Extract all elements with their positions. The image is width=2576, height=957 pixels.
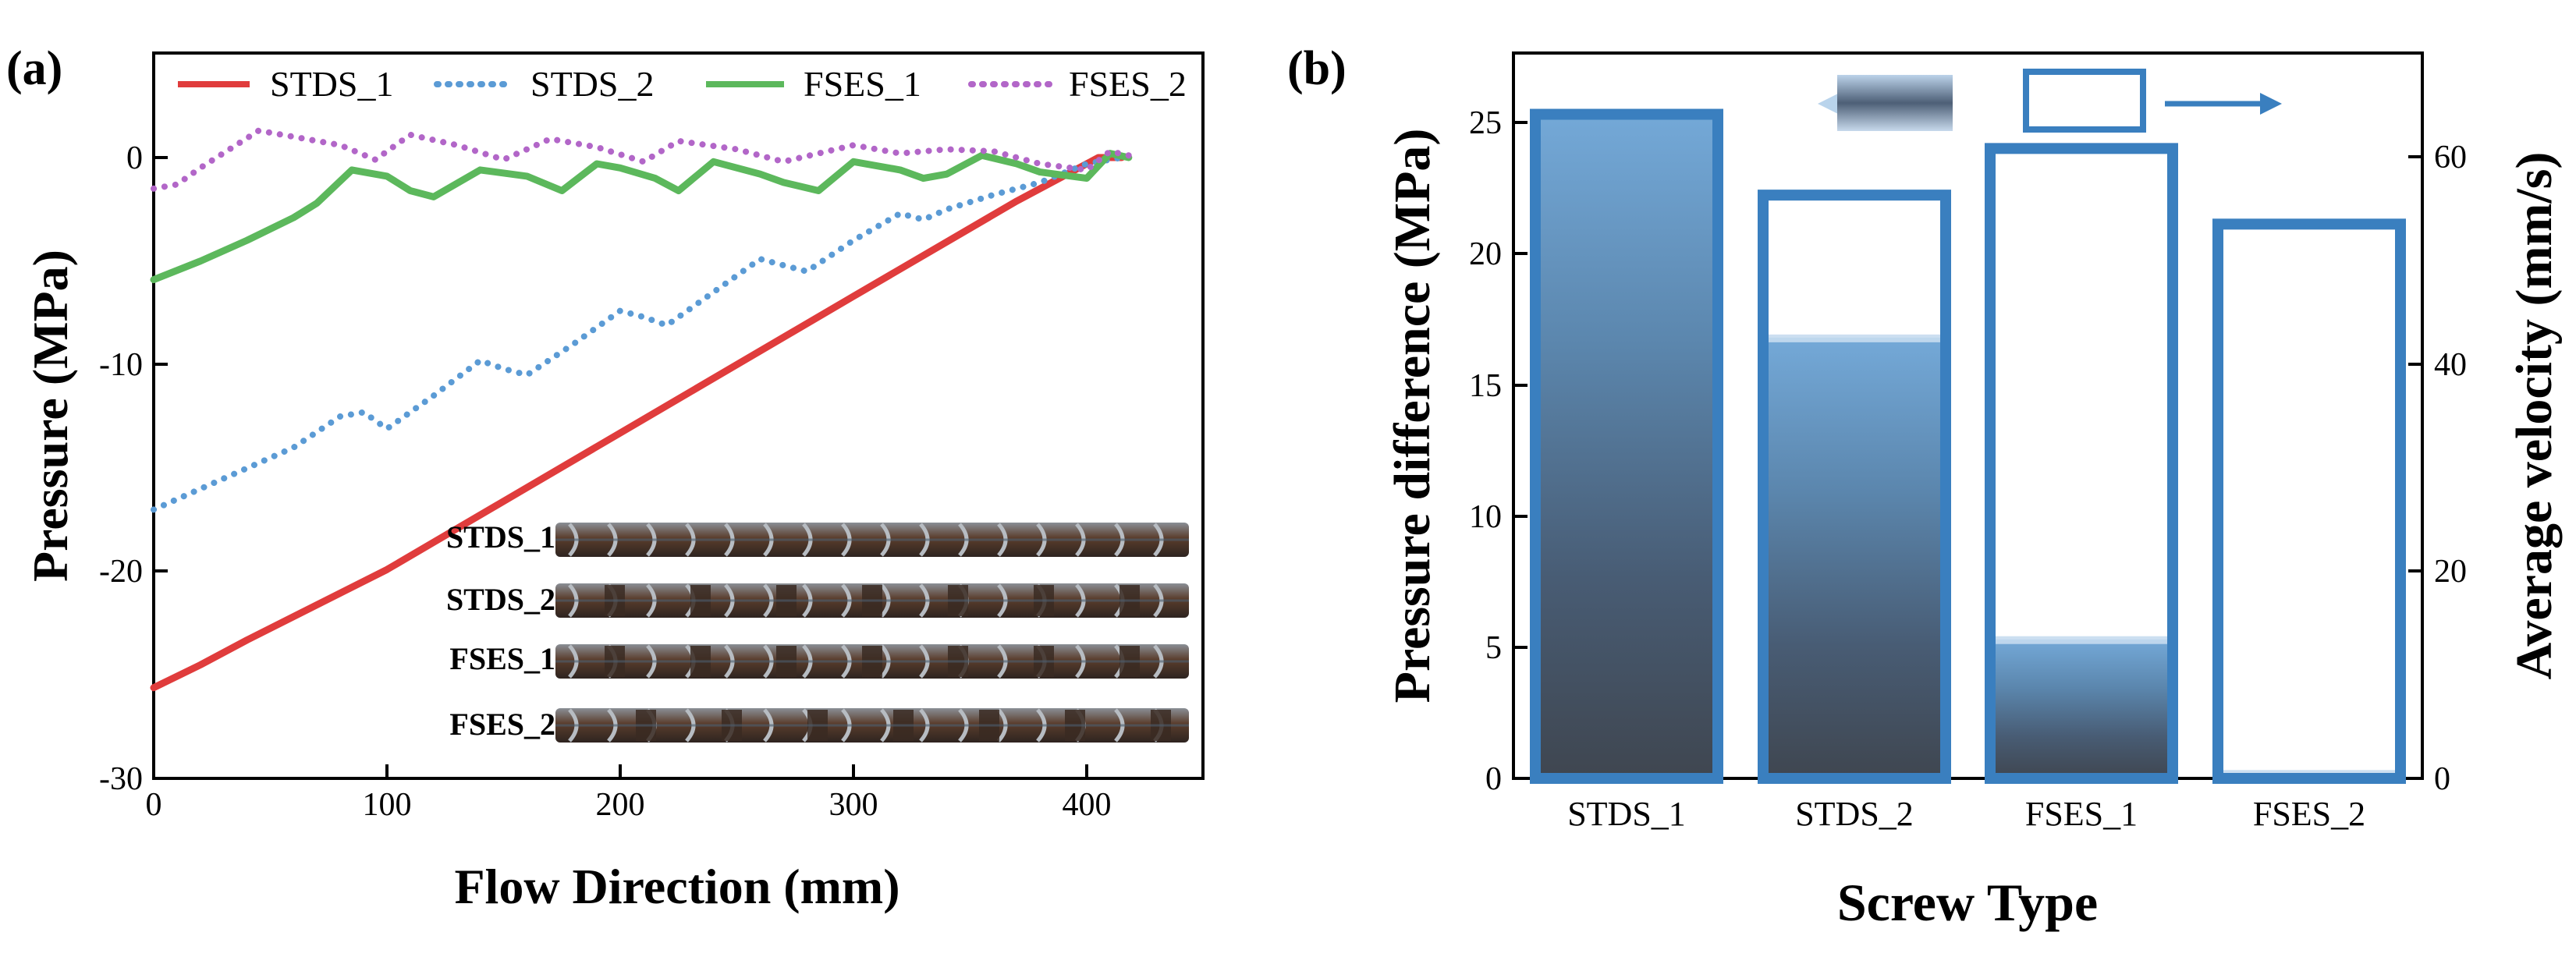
y-tick-label: 0 xyxy=(2434,761,2450,797)
screw-flight-pattern xyxy=(555,523,1189,743)
pressure-bar-cap-stds2 xyxy=(1769,334,1940,342)
velocity-bar-fses2 xyxy=(2212,218,2406,784)
y-tick-label: 10 xyxy=(1469,499,1502,535)
series-line-fses1 xyxy=(150,150,1133,284)
y-tick-label: 15 xyxy=(1469,368,1502,404)
pressure-bar-cap-fses1 xyxy=(1996,636,2167,644)
inset-label-fses2: FSES_2 xyxy=(449,707,555,742)
series-line-fses2 xyxy=(151,127,1132,192)
category-label: FSES_1 xyxy=(2025,795,2138,833)
inset-label-fses1: FSES_1 xyxy=(449,641,555,676)
inset-label-stds1: STDS_1 xyxy=(446,519,555,555)
legend-swatch-pressure xyxy=(1837,75,1953,131)
pressure-bar-stds2 xyxy=(1769,337,1940,778)
panel-b-category-labels: STDS_1 STDS_2 FSES_1 FSES_2 xyxy=(1567,795,2365,833)
y-tick-label: 40 xyxy=(2434,347,2467,383)
velocity-bar-stds1 xyxy=(1530,108,1723,784)
legend-swatch-velocity xyxy=(2023,69,2146,133)
x-tick-label: 400 xyxy=(1063,787,1112,823)
y-tick-label: 5 xyxy=(1485,630,1502,666)
y-tick-label: -20 xyxy=(99,554,143,590)
left-arrow-icon xyxy=(1818,94,1838,114)
category-label: FSES_2 xyxy=(2253,795,2365,833)
right-arrow-icon xyxy=(2260,93,2282,115)
x-tick-label: 0 xyxy=(146,787,162,823)
x-tick-label: 100 xyxy=(363,787,412,823)
y-tick-label: 0 xyxy=(126,140,143,176)
legend-label-stds1: STDS_1 xyxy=(270,64,393,104)
panel-a-y-axis-title: Pressure (MPa) xyxy=(23,250,78,582)
y-tick-label: 0 xyxy=(1485,761,1502,797)
y-tick-label: 60 xyxy=(2434,140,2467,175)
pressure-bar-fses1 xyxy=(1996,639,2167,778)
x-tick-label: 200 xyxy=(596,787,645,823)
x-tick-label: 300 xyxy=(829,787,878,823)
panel-a-x-ticks: 0 100 200 300 400 xyxy=(146,764,1112,823)
legend-label-fses2: FSES_2 xyxy=(1069,64,1187,104)
panel-a-x-axis-title: Flow Direction (mm) xyxy=(454,859,899,914)
pressure-bar-stds1 xyxy=(1541,112,1712,778)
panel-b-right-y-axis-title: Average velocity (mm/s) xyxy=(2506,152,2563,680)
series-line-stds2 xyxy=(151,154,1125,513)
panel-b-x-axis-title: Screw Type xyxy=(1837,873,2098,932)
panel-a-plot-frame xyxy=(152,51,1205,780)
panel-b-bars-group xyxy=(1530,108,2406,785)
legend-label-stds2: STDS_2 xyxy=(530,64,654,104)
panel-a: (a) 0 -10 -20 -30 0 100 200 300 400 xyxy=(6,42,1205,914)
y-tick-label: 20 xyxy=(1469,236,1502,272)
legend-label-fses1: FSES_1 xyxy=(804,64,921,104)
category-label: STDS_1 xyxy=(1567,795,1686,833)
inset-label-stds2: STDS_2 xyxy=(446,582,555,617)
panel-a-y-ticks: 0 -10 -20 -30 xyxy=(99,140,168,797)
category-label: STDS_2 xyxy=(1795,795,1914,833)
y-tick-label: -10 xyxy=(99,347,143,383)
panel-b-label: (b) xyxy=(1287,42,1347,95)
panel-a-screw-inset: STDS_1 STDS_2 FSES_1 FSES_2 xyxy=(446,519,1189,743)
velocity-bar-stds2 xyxy=(1758,190,1951,785)
panel-a-legend: STDS_1 STDS_2 FSES_1 FSES_2 xyxy=(178,64,1187,104)
panel-b-legend xyxy=(1818,69,2282,133)
panel-b-left-y-axis-title: Pressure difference (MPa) xyxy=(1384,129,1441,704)
panel-b-left-y-ticks: 0 5 10 15 20 25 xyxy=(1469,105,1528,797)
y-tick-label: -30 xyxy=(99,761,143,797)
panel-b: (b) 0 5 10 15 20 25 0 20 40 xyxy=(1287,42,2563,932)
velocity-bar-fses1 xyxy=(1985,143,2178,784)
y-tick-label: 25 xyxy=(1469,105,1502,141)
panel-a-label: (a) xyxy=(6,42,62,95)
y-tick-label: 20 xyxy=(2434,554,2467,590)
panel-a-series-group xyxy=(150,127,1133,692)
panel-b-right-y-ticks: 0 20 40 60 xyxy=(2408,140,2467,797)
panel-b-plot-frame xyxy=(1512,51,2424,780)
